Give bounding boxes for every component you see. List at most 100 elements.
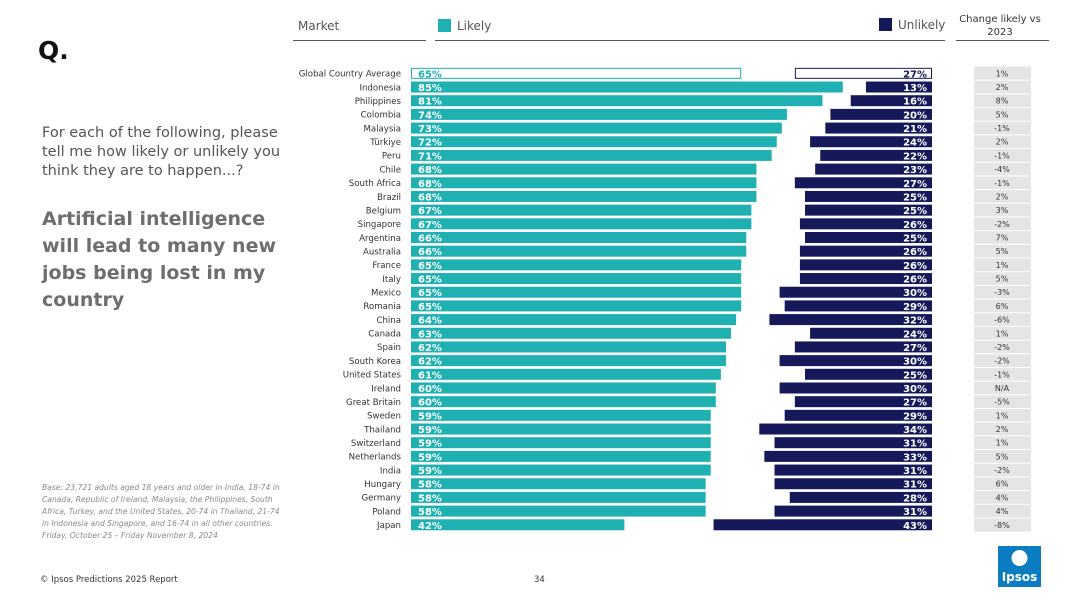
page-title: Artificial intelligence will lead to man… [42, 208, 277, 311]
unlikely-bar [764, 450, 932, 462]
change-value: 5% [996, 452, 1009, 461]
likely-bar [411, 505, 706, 517]
market-label: China [376, 316, 401, 326]
market-label: Switzerland [351, 439, 401, 449]
change-value: 1% [996, 329, 1009, 338]
likely-bar [411, 177, 757, 189]
likely-value-label: 58% [418, 507, 442, 518]
market-label: Australia [363, 247, 401, 257]
likely-bar [411, 341, 726, 353]
question-text: For each of the following, please tell m… [42, 125, 281, 179]
change-value: 2% [996, 425, 1009, 434]
market-label: Thailand [363, 425, 401, 435]
likely-bar [411, 519, 625, 531]
likely-bar [411, 437, 711, 449]
change-value: -5% [994, 398, 1010, 407]
unlikely-value-label: 25% [903, 206, 927, 217]
unlikely-bar [774, 464, 932, 476]
market-label: India [380, 466, 401, 476]
unlikely-value-label: 22% [903, 151, 927, 162]
likely-value-label: 65% [418, 261, 442, 272]
base-note: Base: 23,721 adults aged 18 years and ol… [42, 483, 280, 540]
change-value: 1% [996, 439, 1009, 448]
change-header-rule [956, 40, 1049, 41]
market-label: Brazil [377, 193, 401, 203]
unlikely-value-label: 29% [903, 411, 927, 422]
market-label: Ireland [371, 384, 401, 394]
unlikely-legend-label: Unlikely [898, 18, 946, 32]
likely-bar [411, 204, 752, 216]
likely-value-label: 61% [418, 370, 442, 381]
unlikely-value-label: 26% [903, 247, 927, 258]
change-value: 7% [996, 234, 1009, 243]
unlikely-bar [810, 136, 932, 148]
likely-bar [411, 478, 706, 490]
unlikely-bar [794, 396, 932, 408]
ipsos-logo: Ipsos [998, 546, 1041, 587]
unlikely-bar [794, 67, 933, 79]
unlikely-value-label: 24% [903, 138, 927, 149]
likely-bar [411, 122, 782, 134]
likely-value-label: 68% [418, 179, 442, 190]
change-value: N/A [995, 384, 1010, 393]
likely-value-label: 68% [418, 192, 442, 203]
unlikely-value-label: 25% [903, 234, 927, 245]
unlikely-bar [799, 273, 932, 285]
unlikely-bar [805, 190, 932, 202]
change-value: 3% [996, 206, 1009, 215]
change-value: -2% [994, 466, 1010, 475]
footer-copyright: © Ipsos Predictions 2025 Report [40, 575, 178, 585]
likely-bar [411, 300, 742, 312]
market-label: Singapore [358, 220, 401, 230]
market-label: Belgium [366, 206, 401, 216]
likely-value-label: 64% [418, 316, 442, 327]
unlikely-value-label: 26% [903, 261, 927, 272]
unlikely-value-label: 21% [903, 124, 927, 135]
market-label: Italy [382, 275, 401, 285]
likely-bar [411, 327, 732, 339]
unlikely-bar [784, 300, 932, 312]
change-value: -2% [994, 357, 1010, 366]
change-value: -1% [994, 124, 1010, 133]
market-label: Malaysia [363, 124, 401, 134]
unlikely-value-label: 23% [903, 165, 927, 176]
likely-value-label: 65% [418, 275, 442, 286]
unlikely-bar [805, 368, 932, 380]
likely-bar [411, 273, 742, 285]
likely-value-label: 59% [418, 452, 442, 463]
unlikely-bar [779, 286, 932, 298]
likely-bar [411, 81, 843, 93]
likely-value-label: 63% [418, 329, 442, 340]
unlikely-value-label: 25% [903, 192, 927, 203]
likely-bar [411, 163, 757, 175]
likely-unlikely-header-rule [435, 40, 945, 41]
market-label: Philippines [355, 97, 402, 107]
unlikely-bar [810, 327, 932, 339]
likely-value-label: 66% [418, 234, 442, 245]
likely-value-label: 59% [418, 439, 442, 450]
likely-value-label: 59% [418, 466, 442, 477]
unlikely-bar [759, 423, 932, 435]
unlikely-bar [805, 204, 932, 216]
likely-bar [411, 382, 716, 394]
change-value: 6% [996, 302, 1009, 311]
unlikely-value-label: 30% [903, 384, 927, 395]
market-label: Germany [362, 494, 402, 504]
likely-bar [411, 409, 711, 421]
market-label: Canada [368, 330, 401, 340]
unlikely-value-label: 32% [903, 316, 927, 327]
unlikely-value-label: 24% [903, 329, 927, 340]
market-header-rule [293, 40, 426, 41]
change-value: -3% [994, 288, 1010, 297]
change-value: -8% [994, 521, 1010, 530]
unlikely-value-label: 16% [903, 97, 927, 108]
unlikely-bar [850, 95, 932, 107]
unlikely-bar [799, 218, 932, 230]
likely-value-label: 68% [418, 165, 442, 176]
unlikely-value-label: 25% [903, 370, 927, 381]
likely-value-label: 60% [418, 384, 442, 395]
change-value: 5% [996, 275, 1009, 284]
unlikely-value-label: 30% [903, 357, 927, 368]
unlikely-bar [815, 163, 932, 175]
unlikely-value-label: 33% [903, 452, 927, 463]
